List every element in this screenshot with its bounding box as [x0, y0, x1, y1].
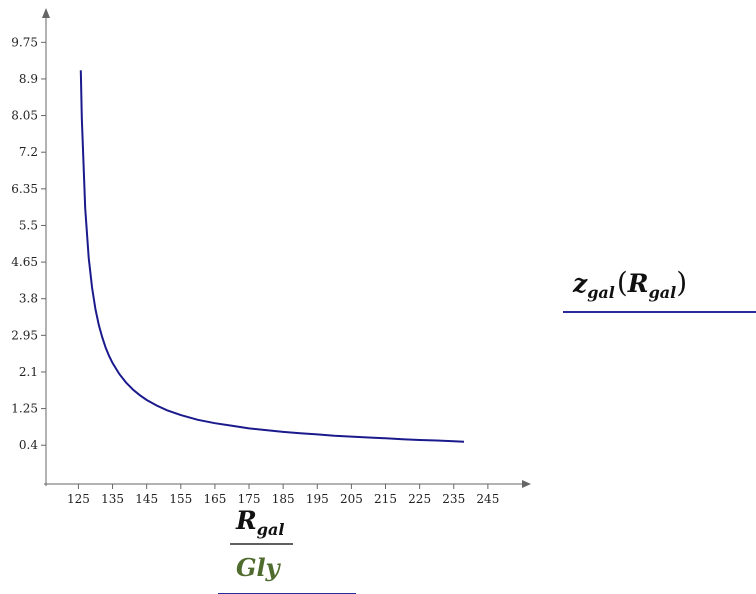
x-label-main: R [235, 506, 257, 535]
x-axis-label: Rgal Gly [218, 506, 356, 594]
y-tick-label: 8.05 [11, 109, 38, 123]
y-tick-label: 6.35 [11, 182, 38, 196]
x-tick-label: 245 [476, 492, 499, 506]
x-axis-arrow [522, 480, 531, 488]
x-tick-label: 195 [306, 492, 329, 506]
x-tick-label: 165 [203, 492, 226, 506]
x-tick-label: 145 [135, 492, 158, 506]
series-line-z-gal [79, 70, 465, 443]
legend-arg: R [627, 269, 649, 298]
legend-entry: zgal(Rgal) [563, 266, 756, 313]
y-tick-label: 2.95 [11, 328, 38, 342]
x-tick-label: 215 [374, 492, 397, 506]
legend-close-paren: ) [676, 266, 687, 299]
y-tick-label: 8.9 [19, 72, 38, 86]
legend-arg-sub: gal [649, 283, 677, 302]
y-tick-label: 5.5 [19, 218, 38, 232]
x-tick-label: 175 [238, 492, 261, 506]
x-label-unit: Gly [236, 553, 282, 582]
x-label-sub: gal [257, 520, 285, 539]
x-tick-label: 235 [442, 492, 465, 506]
y-tick-label: 2.1 [19, 365, 38, 379]
legend-func: z [572, 269, 588, 298]
x-tick-label: 225 [408, 492, 431, 506]
x-tick-label: 205 [340, 492, 363, 506]
x-tick-label: 125 [67, 492, 90, 506]
x-tick-label: 135 [101, 492, 124, 506]
y-tick-label: 3.8 [19, 292, 38, 306]
y-tick-label: 0.4 [19, 438, 38, 452]
x-tick-label: 155 [169, 492, 192, 506]
svg-text:Rgal: Rgal [235, 506, 284, 539]
x-tick-label: 185 [272, 492, 295, 506]
svg-text:zgal(Rgal): zgal(Rgal) [572, 266, 687, 302]
y-tick-label: 4.65 [11, 255, 38, 269]
y-tick-label: 9.75 [11, 35, 38, 49]
legend-open-paren: ( [617, 266, 628, 299]
legend-func-sub: gal [587, 283, 615, 302]
y-ticks: 0.4 1.25 2.1 2.95 3.8 4.65 5.5 6.35 7.2 8.05 8.9 9.… [11, 35, 46, 452]
y-tick-label: 1.25 [11, 402, 38, 416]
y-tick-label: 7.2 [19, 145, 38, 159]
y-axis-arrow [42, 8, 50, 18]
x-ticks: 125 135 145 155 165 175 185 195 205 215 225 235 245 [67, 484, 499, 506]
